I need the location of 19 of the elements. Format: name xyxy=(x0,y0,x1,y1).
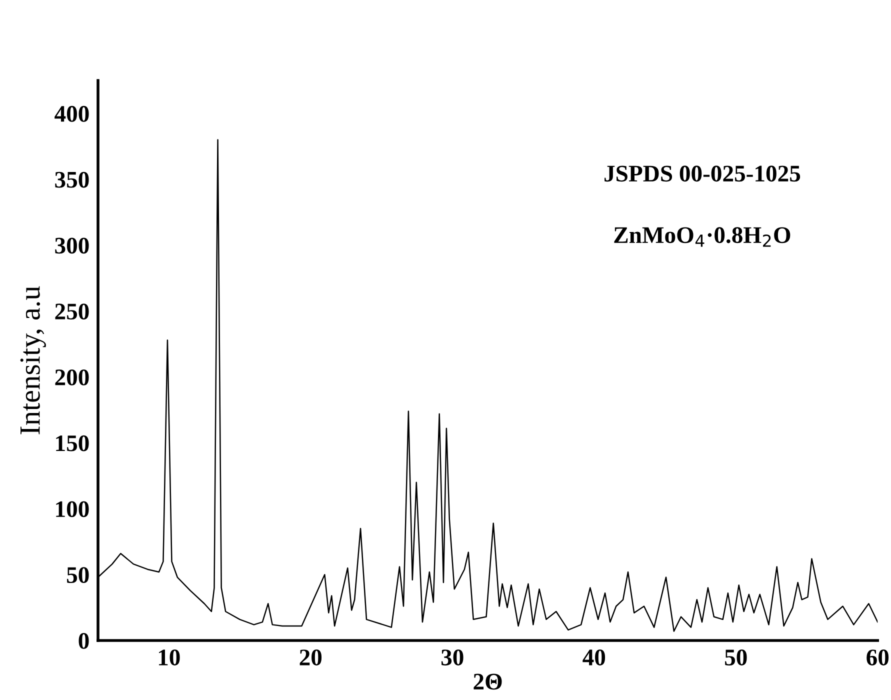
x-tick-label: 60 xyxy=(866,650,889,666)
x-tick-label: 40 xyxy=(582,650,606,666)
y-axis-title: Intensity, a.u xyxy=(20,286,46,434)
y-tick-label: 0 xyxy=(78,632,89,649)
y-tick-label: 200 xyxy=(55,369,89,386)
x-axis-title: 2Θ xyxy=(474,674,502,690)
x-tick-label: 50 xyxy=(725,650,747,666)
y-tick-label: 150 xyxy=(56,435,89,452)
y-tick-label: 300 xyxy=(55,238,89,254)
y-tick-label: 100 xyxy=(56,501,89,518)
y-tick-label: 50 xyxy=(67,567,89,584)
x-tick-label: 30 xyxy=(441,650,464,666)
annotation: JSPDS 00-025-1025 xyxy=(604,166,800,182)
y-tick-label: 250 xyxy=(55,304,89,320)
annotation: ZnMoO$_{4}$·0.8H$_{2}$O xyxy=(614,227,790,247)
y-tick-label: 400 xyxy=(54,106,89,122)
y-tick-label: 350 xyxy=(55,172,89,188)
x-tick-label: 20 xyxy=(300,650,322,666)
x-tick-label: 10 xyxy=(158,650,180,666)
